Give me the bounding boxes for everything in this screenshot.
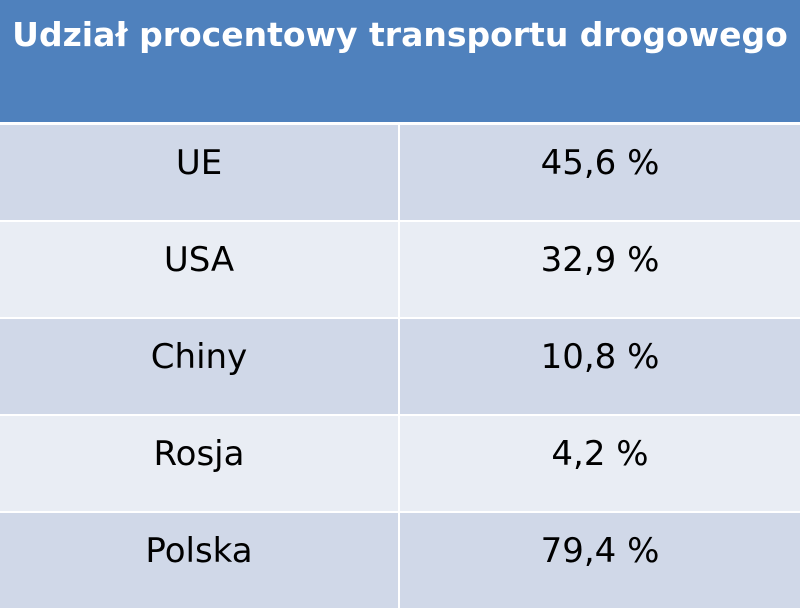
region-cell: Rosja <box>0 415 400 513</box>
region-cell: USA <box>0 221 400 319</box>
share-value-cell: 79,4 % <box>399 512 800 610</box>
table-row: Rosja 4,2 % <box>0 415 800 513</box>
table-row: Polska 79,4 % <box>0 512 800 610</box>
region-cell: Chiny <box>0 318 400 416</box>
share-value-cell: 45,6 % <box>399 123 800 222</box>
table-row: Chiny 10,8 % <box>0 318 800 416</box>
share-value-cell: 32,9 % <box>399 221 800 319</box>
table-row: UE 45,6 % <box>0 123 800 222</box>
region-cell: Polska <box>0 512 400 610</box>
region-cell: UE <box>0 123 400 222</box>
table-body: UE 45,6 % USA 32,9 % Chiny 10,8 % Rosja 4,2 % Po… <box>0 123 800 610</box>
share-value-cell: 10,8 % <box>399 318 800 416</box>
share-value-cell: 4,2 % <box>399 415 800 513</box>
table-row: USA 32,9 % <box>0 221 800 319</box>
header-row: Udział procentowy transportu drogowego <box>0 0 800 125</box>
table-title: Udział procentowy transportu drogowego <box>0 0 800 125</box>
